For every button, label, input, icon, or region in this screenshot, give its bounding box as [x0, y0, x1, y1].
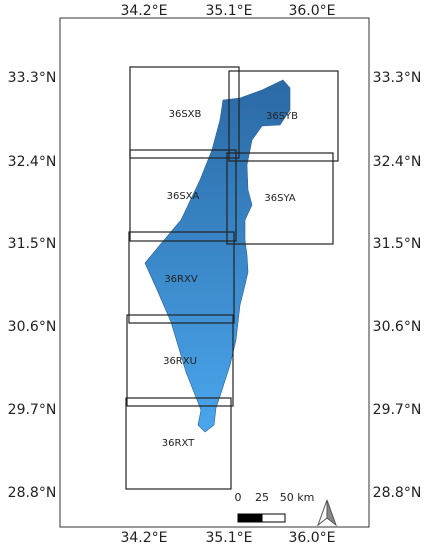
tile-label: 36RXT — [162, 438, 195, 449]
scale-bar — [237, 513, 286, 523]
tile-outline — [128, 231, 235, 324]
tile-outline — [226, 152, 334, 245]
latitude-label: 30.6°N — [373, 319, 422, 335]
latitude-label: 31.5°N — [373, 236, 422, 252]
scale-label: 50 km — [280, 491, 315, 504]
tile-label: 36RXV — [164, 274, 198, 285]
tile-outline — [126, 314, 234, 407]
longitude-label: 35.1°E — [205, 3, 252, 19]
latitude-label: 29.7°N — [8, 402, 57, 418]
north-arrow — [316, 499, 338, 527]
tile-outline — [125, 397, 232, 490]
longitude-label: 36.0°E — [288, 530, 335, 546]
tile-label: 36SXA — [167, 191, 200, 202]
longitude-label: 35.1°E — [205, 530, 252, 546]
longitude-label: 34.2°E — [120, 530, 167, 546]
latitude-label: 32.4°N — [8, 154, 57, 170]
longitude-label: 36.0°E — [288, 3, 335, 19]
latitude-label: 33.3°N — [8, 70, 57, 86]
scale-segment — [237, 513, 263, 523]
scale-label: 25 — [255, 491, 269, 504]
latitude-label: 28.8°N — [8, 485, 57, 501]
latitude-label: 33.3°N — [373, 70, 422, 86]
tile-label: 36SYA — [264, 193, 295, 204]
tile-label: 36SYB — [266, 111, 298, 122]
latitude-label: 29.7°N — [373, 402, 422, 418]
latitude-label: 28.8°N — [373, 485, 422, 501]
tile-grid — [125, 66, 339, 490]
country-shape — [144, 79, 291, 433]
tile-label: 36RXU — [163, 356, 197, 367]
latitude-label: 31.5°N — [8, 236, 57, 252]
scale-segment — [261, 513, 286, 523]
tile-outline — [129, 149, 237, 242]
latitude-label: 32.4°N — [373, 154, 422, 170]
tile-outline — [228, 70, 339, 162]
tile-outline — [129, 66, 240, 159]
tile-label: 36SXB — [169, 109, 202, 120]
scale-label: 0 — [235, 491, 242, 504]
latitude-label: 30.6°N — [8, 319, 57, 335]
longitude-label: 34.2°E — [120, 3, 167, 19]
